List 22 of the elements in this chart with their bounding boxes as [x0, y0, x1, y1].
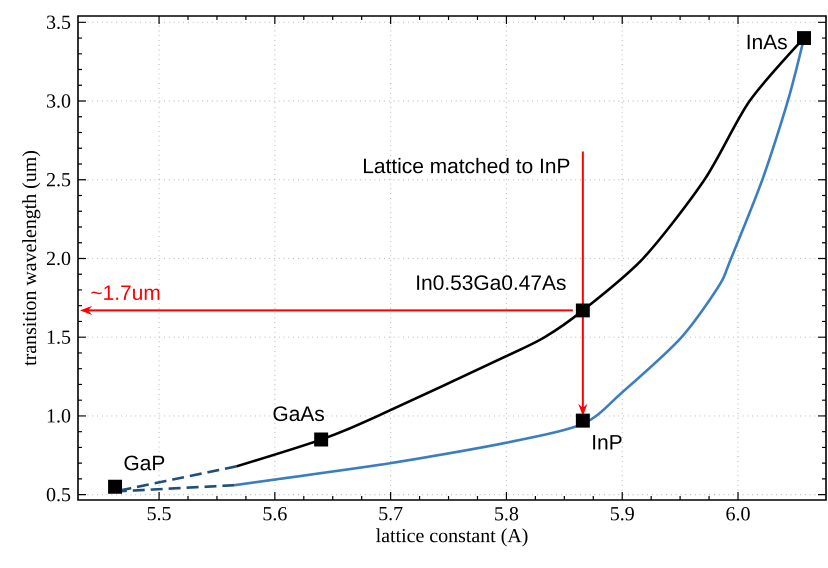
y-tick-label: 0.5: [46, 488, 70, 502]
y-tick-label: 2.0: [46, 252, 70, 266]
x-tick-label: 5.7: [379, 507, 403, 520]
x-tick-label: 6.0: [726, 507, 750, 521]
x-axis-title: lattice constant (A): [376, 528, 528, 546]
annotation: In0.53Ga0.47As: [417, 275, 566, 290]
x-tick-label: 5.8: [495, 507, 518, 521]
y-axis-title: transition wavelength (um): [22, 150, 40, 366]
annotation: GaAs: [274, 406, 324, 422]
y-tick-label: 3.0: [47, 94, 70, 108]
y-tick-label: 2.5: [46, 173, 70, 186]
x-tick-label: 5.6: [264, 507, 287, 521]
annotation: InAs: [748, 34, 787, 50]
x-tick-label: 5.9: [610, 507, 634, 521]
y-tick-label: 1.5: [48, 330, 70, 344]
x-tick-label: 5.5: [148, 507, 171, 520]
annotation: ~1.7um: [91, 285, 160, 300]
annotation: Lattice matched to InP: [364, 158, 570, 174]
y-tick-label: 3.5: [47, 16, 70, 30]
annotation: InP: [593, 435, 622, 450]
annotation: GaP: [124, 456, 164, 470]
y-tick-label: 1.0: [48, 409, 70, 423]
